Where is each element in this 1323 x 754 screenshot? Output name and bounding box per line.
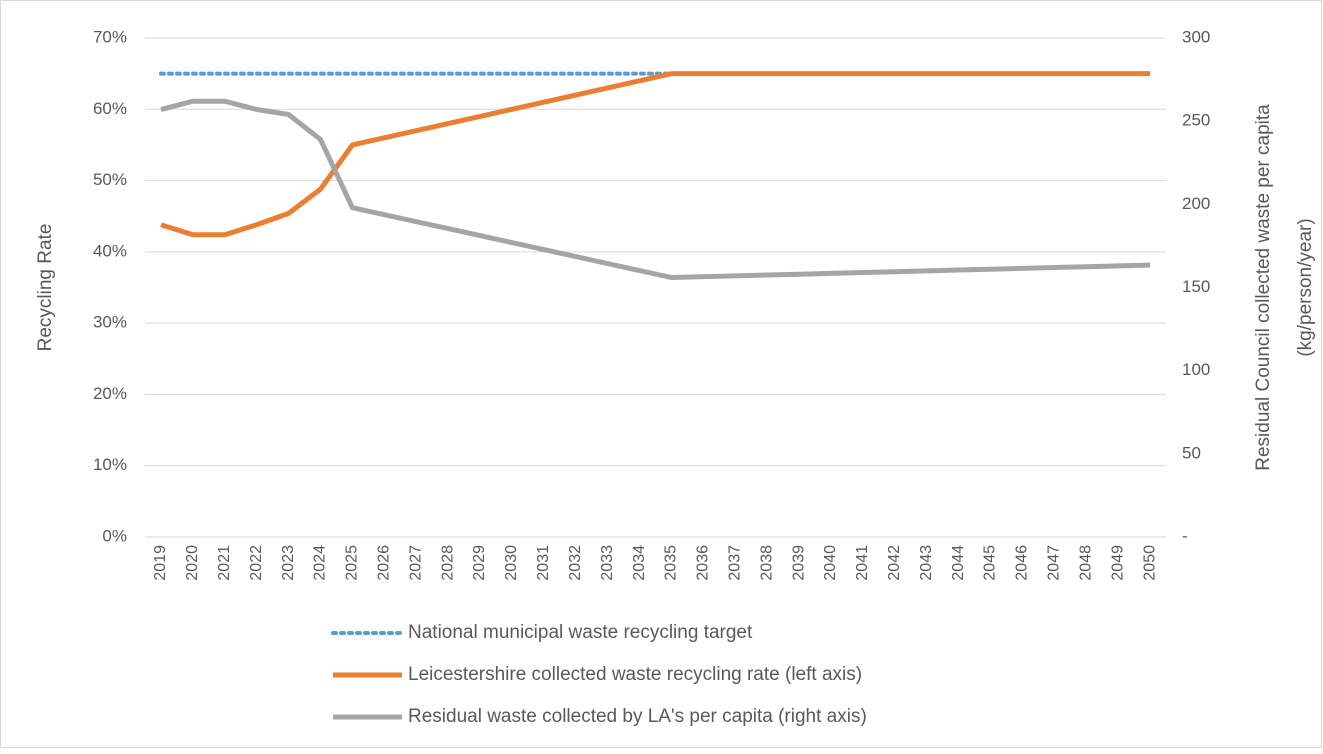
y-tick-label: 10% — [93, 455, 127, 474]
y-tick-label: 20% — [93, 384, 127, 403]
x-tick-label: 2042 — [886, 545, 903, 581]
x-tick-label: 2038 — [758, 545, 775, 581]
x-tick-label: 2033 — [599, 545, 616, 581]
x-tick-label: 2029 — [471, 545, 488, 581]
x-tick-label: 2043 — [918, 545, 935, 581]
y-tick-label: 50% — [93, 170, 127, 189]
x-tick-label: 2034 — [631, 545, 648, 581]
x-tick-label: 2049 — [1109, 545, 1126, 581]
x-tick-label: 2028 — [439, 545, 456, 581]
x-tick-label: 2041 — [854, 545, 871, 581]
legend-label: National municipal waste recycling targe… — [408, 622, 753, 643]
x-tick-label: 2024 — [312, 545, 329, 581]
y-tick-label: 0% — [102, 526, 127, 545]
y2-tick-label: 100 — [1182, 360, 1210, 379]
x-tick-label: 2021 — [216, 545, 233, 581]
x-tick-label: 2046 — [1014, 545, 1031, 581]
x-tick-label: 2039 — [790, 545, 807, 581]
x-tick-label: 2026 — [376, 545, 393, 581]
x-tick-label: 2036 — [695, 545, 712, 581]
x-tick-label: 2019 — [152, 545, 169, 581]
x-tick-label: 2044 — [950, 545, 967, 581]
y-tick-label: 60% — [93, 99, 127, 118]
y2-tick-label: 300 — [1182, 27, 1210, 46]
y2-tick-label: 50 — [1182, 443, 1201, 462]
x-tick-label: 2022 — [248, 545, 265, 581]
y2-tick-label: 250 — [1182, 111, 1210, 130]
y-axis-label: Recycling Rate — [35, 224, 56, 352]
legend-label: Residual waste collected by LA's per cap… — [408, 706, 867, 727]
x-tick-label: 2035 — [663, 545, 680, 581]
y2-tick-label: 200 — [1182, 194, 1210, 213]
x-tick-label: 2023 — [280, 545, 297, 581]
legend-label: Leicestershire collected waste recycling… — [408, 664, 862, 685]
y2-tick-label: - — [1182, 526, 1188, 545]
x-tick-label: 2050 — [1141, 545, 1158, 581]
x-tick-label: 2045 — [982, 545, 999, 581]
x-tick-label: 2027 — [407, 545, 424, 581]
x-tick-label: 2020 — [184, 545, 201, 581]
x-tick-label: 2025 — [344, 545, 361, 581]
x-tick-label: 2037 — [726, 545, 743, 581]
x-tick-label: 2040 — [822, 545, 839, 581]
y2-tick-label: 150 — [1182, 277, 1210, 296]
y-tick-label: 40% — [93, 241, 127, 260]
series-line — [160, 71, 1151, 238]
x-tick-label: 2030 — [503, 545, 520, 581]
y-tick-label: 70% — [93, 27, 127, 46]
x-tick-label: 2031 — [535, 545, 552, 581]
series-line — [160, 98, 1151, 281]
y2-axis-label: (kg/person/year) — [1295, 218, 1316, 356]
y2-axis-label: Residual Council collected waste per cap… — [1253, 104, 1274, 471]
x-tick-label: 2048 — [1077, 545, 1094, 581]
x-tick-label: 2047 — [1046, 545, 1063, 581]
x-tick-label: 2032 — [567, 545, 584, 581]
y-tick-label: 30% — [93, 313, 127, 332]
